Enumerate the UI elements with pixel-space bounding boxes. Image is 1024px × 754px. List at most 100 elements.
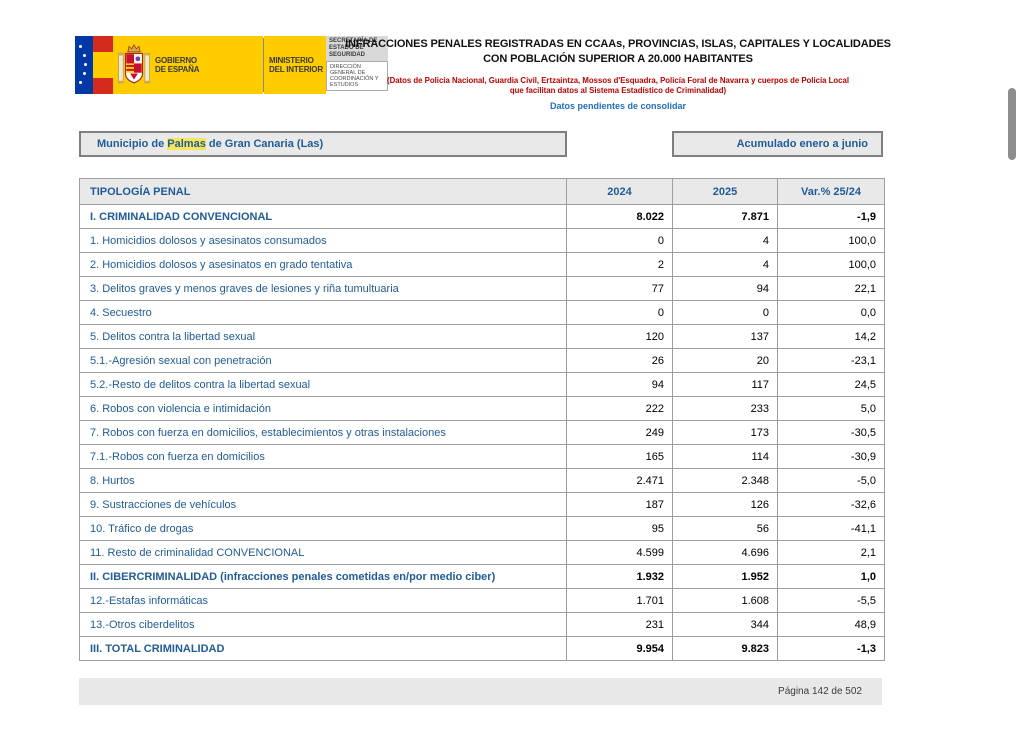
row-variation: 14,2 [777, 324, 885, 349]
row-label: III. TOTAL CRIMINALIDAD [79, 636, 567, 661]
row-value-2024: 1.932 [566, 564, 673, 589]
page-title-line2: CON POBLACIÓN SUPERIOR A 20.000 HABITANT… [483, 53, 753, 65]
logo-divider [263, 38, 264, 92]
row-label: I. CRIMINALIDAD CONVENCIONAL [79, 204, 567, 229]
source-note-line2: que facilitan datos al Sistema Estadísti… [509, 85, 727, 95]
row-variation: 0,0 [777, 300, 885, 325]
table-row: 10. Tráfico de drogas 95 56 -41,1 [79, 516, 885, 541]
row-variation: -23,1 [777, 348, 885, 373]
row-value-2025: 94 [672, 276, 778, 301]
row-value-2025: 4 [672, 228, 778, 253]
row-label: 10. Tráfico de drogas [79, 516, 567, 541]
column-header-variation: Var.% 25/24 [777, 178, 885, 205]
table-row: I. CRIMINALIDAD CONVENCIONAL 8.022 7.871… [79, 204, 885, 229]
row-value-2025: 114 [672, 444, 778, 469]
ministerio-box: MINISTERIO DEL INTERIOR [264, 36, 326, 94]
row-value-2024: 0 [566, 300, 673, 325]
row-value-2024: 2 [566, 252, 673, 277]
column-header-2025: 2025 [672, 178, 778, 205]
row-value-2025: 1.952 [672, 564, 778, 589]
row-variation: 100,0 [777, 252, 885, 277]
column-header-2024: 2024 [566, 178, 673, 205]
table-row: 3. Delitos graves y menos graves de lesi… [79, 276, 885, 301]
period-bar: Acumulado enero a junio [672, 131, 883, 157]
row-value-2025: 9.823 [672, 636, 778, 661]
row-variation: -5,5 [777, 588, 885, 613]
gobierno-label: GOBIERNO DE ESPAÑA [155, 56, 200, 74]
row-variation: 100,0 [777, 228, 885, 253]
table-row: 5.2.-Resto de delitos contra la libertad… [79, 372, 885, 397]
row-label: 7. Robos con fuerza en domicilios, estab… [79, 420, 567, 445]
row-value-2025: 2.348 [672, 468, 778, 493]
ministerio-label: MINISTERIO DEL INTERIOR [269, 56, 323, 74]
row-variation: 5,0 [777, 396, 885, 421]
row-label: 11. Resto de criminalidad CONVENCIONAL [79, 540, 567, 565]
table-header-row: TIPOLOGÍA PENAL 2024 2025 Var.% 25/24 [79, 178, 885, 205]
page-title-line1: INFRACCIONES PENALES REGISTRADAS EN CCAA… [345, 38, 891, 50]
table-row: 8. Hurtos 2.471 2.348 -5,0 [79, 468, 885, 493]
row-variation: 48,9 [777, 612, 885, 637]
crime-statistics-table: TIPOLOGÍA PENAL 2024 2025 Var.% 25/24 I.… [79, 178, 885, 661]
row-variation: -1,9 [777, 204, 885, 229]
secretaria-label: SECRETARÍA DE ESTADO DE SEGURIDAD [326, 36, 388, 61]
table-row: 5.1.-Agresión sexual con penetración 26 … [79, 348, 885, 373]
table-row: 9. Sustracciones de vehículos 187 126 -3… [79, 492, 885, 517]
row-label: 7.1.-Robos con fuerza en domicilios [79, 444, 567, 469]
table-row: 2. Homicidios dolosos y asesinatos en gr… [79, 252, 885, 277]
row-value-2025: 117 [672, 372, 778, 397]
page-number-label: Página 142 de 502 [778, 686, 862, 697]
row-value-2024: 231 [566, 612, 673, 637]
row-label: 13.-Otros ciberdelitos [79, 612, 567, 637]
row-variation: -1,3 [777, 636, 885, 661]
row-value-2024: 77 [566, 276, 673, 301]
row-value-2025: 126 [672, 492, 778, 517]
table-body: I. CRIMINALIDAD CONVENCIONAL 8.022 7.871… [79, 204, 885, 661]
row-label: 5. Delitos contra la libertad sexual [79, 324, 567, 349]
source-note: (Datos de Policía Nacional, Guardia Civi… [338, 76, 898, 95]
row-value-2024: 8.022 [566, 204, 673, 229]
footer-bar: Página 142 de 502 [79, 678, 882, 705]
row-value-2024: 4.599 [566, 540, 673, 565]
coat-of-arms-icon [117, 44, 151, 84]
row-value-2025: 344 [672, 612, 778, 637]
spain-flag-strip [93, 36, 113, 94]
secretaria-column: SECRETARÍA DE ESTADO DE SEGURIDAD DIRECC… [326, 36, 388, 94]
table-row: 5. Delitos contra la libertad sexual 120… [79, 324, 885, 349]
row-value-2024: 94 [566, 372, 673, 397]
table-row: 6. Robos con violencia e intimidación 22… [79, 396, 885, 421]
row-label: 5.2.-Resto de delitos contra la libertad… [79, 372, 567, 397]
table-row: III. TOTAL CRIMINALIDAD 9.954 9.823 -1,3 [79, 636, 885, 661]
row-value-2025: 0 [672, 300, 778, 325]
table-row: 11. Resto de criminalidad CONVENCIONAL 4… [79, 540, 885, 565]
source-note-line1: (Datos de Policía Nacional, Guardia Civi… [386, 76, 849, 85]
gobierno-box: GOBIERNO DE ESPAÑA [113, 36, 263, 94]
row-variation: -32,6 [777, 492, 885, 517]
row-label: 3. Delitos graves y menos graves de lesi… [79, 276, 567, 301]
column-header-tipologia: TIPOLOGÍA PENAL [79, 178, 567, 205]
row-value-2024: 9.954 [566, 636, 673, 661]
row-value-2025: 1.608 [672, 588, 778, 613]
row-variation: 1,0 [777, 564, 885, 589]
row-variation: -30,9 [777, 444, 885, 469]
municipality-suffix: de Gran Canaria (Las) [205, 138, 324, 150]
row-value-2024: 26 [566, 348, 673, 373]
row-value-2024: 1.701 [566, 588, 673, 613]
row-label: 4. Secuestro [79, 300, 567, 325]
row-value-2025: 137 [672, 324, 778, 349]
row-value-2025: 56 [672, 516, 778, 541]
row-value-2024: 0 [566, 228, 673, 253]
row-variation: -30,5 [777, 420, 885, 445]
row-value-2024: 120 [566, 324, 673, 349]
row-value-2024: 2.471 [566, 468, 673, 493]
row-label: 5.1.-Agresión sexual con penetración [79, 348, 567, 373]
municipality-bar: Municipio de Palmas de Gran Canaria (Las… [79, 131, 567, 157]
row-value-2025: 20 [672, 348, 778, 373]
eu-flag-strip [75, 36, 93, 94]
table-row: 4. Secuestro 0 0 0,0 [79, 300, 885, 325]
row-label: 1. Homicidios dolosos y asesinatos consu… [79, 228, 567, 253]
table-row: 7. Robos con fuerza en domicilios, estab… [79, 420, 885, 445]
document-title-block: INFRACCIONES PENALES REGISTRADAS EN CCAA… [338, 37, 898, 111]
vertical-scrollbar-thumb[interactable] [1008, 88, 1016, 160]
row-variation: 24,5 [777, 372, 885, 397]
